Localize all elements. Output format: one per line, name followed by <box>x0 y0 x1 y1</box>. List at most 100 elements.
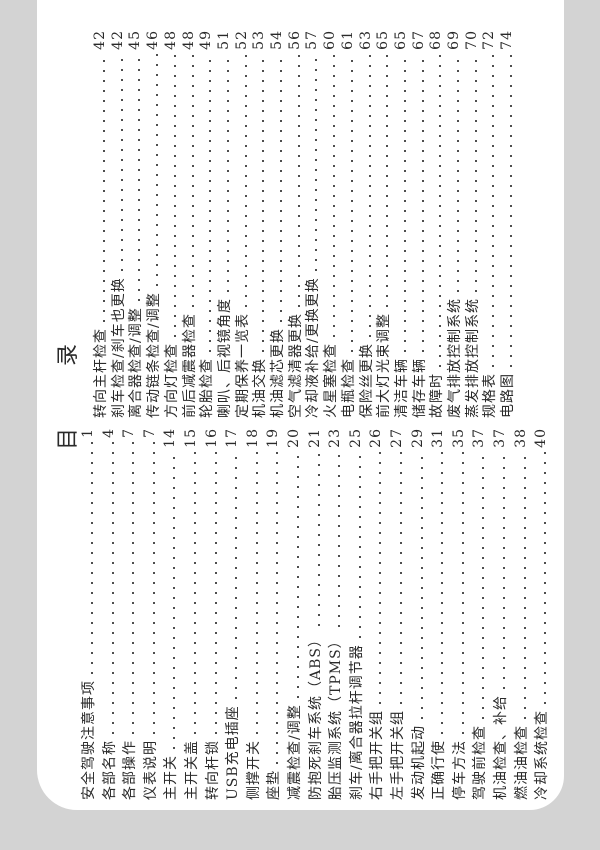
dot-leader <box>254 449 259 738</box>
dot-leader <box>460 449 465 738</box>
dot-leader <box>102 51 106 326</box>
toc-entry-label: 冷却系统检查 <box>534 710 551 800</box>
toc-entry[interactable]: 安全驾驶注意事项 1 <box>79 428 97 800</box>
toc-entry[interactable]: 发动机起动 29 <box>409 428 427 800</box>
dot-leader <box>279 51 283 326</box>
toc-entry-page: 60 <box>322 30 339 50</box>
toc-entry[interactable]: 仪表说明 7 <box>141 428 159 800</box>
toc-entry[interactable]: 保险丝更换 63 <box>357 30 375 418</box>
toc-entry[interactable]: 停车方法 35 <box>450 428 468 800</box>
dot-leader <box>296 51 301 311</box>
toc-entry[interactable]: 驾驶前检查 37 <box>470 428 488 800</box>
toc-entry-label: 正确行使 <box>431 740 448 800</box>
toc-entry-label: 电路图 <box>500 373 517 418</box>
dot-leader <box>491 51 496 371</box>
toc-entry-label: 刹车/离合器拉杆调节器 <box>348 644 365 800</box>
toc-entry[interactable]: 右手把开关组 26 <box>367 428 385 800</box>
toc-entry[interactable]: 冷却系统检查 40 <box>532 428 550 800</box>
toc-entry[interactable]: 喇叭、后视镜角度 51 <box>215 30 233 418</box>
toc-entry[interactable]: 胎压监测系统（TPMS） 23 <box>326 428 344 800</box>
page-title: 目录 <box>56 281 81 450</box>
toc-entry[interactable]: 传动链条检查/调整 46 <box>144 30 162 418</box>
toc-entry-page: 70 <box>463 30 480 50</box>
toc-entry-label: 停车方法 <box>451 740 468 800</box>
toc-entry[interactable]: 机油检查、补给 37 <box>491 428 509 800</box>
toc-entry-page: 48 <box>162 30 179 50</box>
toc-entry-label: 各部操作 <box>122 740 139 800</box>
dot-leader <box>502 449 506 693</box>
toc-entry-page: 35 <box>450 428 467 448</box>
toc-entry[interactable]: 燃油油检查 38 <box>512 428 530 800</box>
toc-entry[interactable]: 侧撑开关 18 <box>244 428 262 800</box>
toc-entry[interactable]: 定期保养一览表 52 <box>233 30 251 418</box>
toc-entry[interactable]: 正确行使 31 <box>429 428 447 800</box>
dot-leader <box>438 51 443 371</box>
toc-entry-page: 42 <box>92 30 108 50</box>
toc-entry[interactable]: USB充电插座 17 <box>223 428 241 800</box>
toc-entry-page: 23 <box>327 428 344 448</box>
toc-entry[interactable]: 离合器检查/调整 45 <box>126 30 144 418</box>
dot-leader <box>261 51 266 356</box>
toc-entry[interactable]: 机油滤芯更换 54 <box>268 30 286 418</box>
dot-leader <box>243 51 248 311</box>
toc-entry[interactable]: 机油交换 53 <box>250 30 268 418</box>
toc-entry-page: 37 <box>492 428 508 448</box>
toc-entry[interactable]: 防抱死刹车系统（ABS） 21 <box>306 428 324 800</box>
dot-leader <box>420 51 425 356</box>
toc-entry-page: 72 <box>481 30 498 50</box>
toc-entry[interactable]: 刹车/离合器拉杆调节器 25 <box>347 428 365 800</box>
toc-entry-page: 29 <box>409 428 426 448</box>
toc-entry[interactable]: 前大灯光束调整 65 <box>374 30 392 418</box>
toc-entry[interactable]: 火星塞检查 60 <box>321 30 339 418</box>
toc-entry[interactable]: 方向灯检查 48 <box>162 30 180 418</box>
toc-entry[interactable]: 故障时 68 <box>427 30 445 418</box>
toc-entry[interactable]: 冷却液补给/更换更换 57 <box>303 30 321 418</box>
toc-entry-page: 19 <box>265 428 282 448</box>
toc-entry[interactable]: 转向主杆检查 42 <box>91 30 109 418</box>
dot-leader <box>385 51 390 311</box>
toc-entry-label: 主开关 <box>163 755 180 800</box>
toc-entry[interactable]: 电瓶检查 61 <box>339 30 357 418</box>
dot-leader <box>522 449 527 723</box>
toc-entry-page: 51 <box>215 30 232 50</box>
dot-leader <box>314 51 319 276</box>
toc-entry[interactable]: 清洁车辆 65 <box>392 30 410 418</box>
toc-entry-page: 45 <box>127 30 144 50</box>
toc-entry[interactable]: 各部操作 7 <box>120 428 138 800</box>
toc-entry[interactable]: 刹车检查/刹车也更换 42 <box>109 30 127 418</box>
toc-entry-page: 31 <box>430 428 447 448</box>
dot-leader <box>349 51 354 356</box>
toc-entry-page: 46 <box>145 30 162 50</box>
toc-entry-page: 61 <box>339 30 356 50</box>
toc-entry[interactable]: 主开关盖 15 <box>182 428 200 800</box>
toc-entry[interactable]: 蒸发排放控制系统 70 <box>463 30 481 418</box>
dot-leader <box>225 51 230 296</box>
dot-leader <box>190 51 195 311</box>
toc-entry-page: 20 <box>286 428 302 448</box>
toc-entry[interactable]: 规格表 72 <box>480 30 498 418</box>
dot-leader <box>208 51 213 356</box>
toc-entry-page: 21 <box>306 428 323 448</box>
toc-entry[interactable]: 空气滤清器更换 56 <box>286 30 304 418</box>
toc-entry[interactable]: 各部名称 4 <box>100 428 118 800</box>
toc-entry[interactable]: 主开关 14 <box>161 428 179 800</box>
toc-entry[interactable]: 前后减震器检查 48 <box>180 30 198 418</box>
dot-leader <box>440 449 445 738</box>
toc-entry[interactable]: 轮胎检查 49 <box>197 30 215 418</box>
dot-leader <box>172 449 177 753</box>
toc-entry[interactable]: 储存车辆 67 <box>410 30 428 418</box>
toc-entry-page: 17 <box>224 428 241 448</box>
toc-entry[interactable]: 废气排放控制系统 69 <box>445 30 463 418</box>
dot-leader <box>419 449 424 723</box>
toc-entry[interactable]: 减震检查/调整 20 <box>285 428 303 800</box>
toc-entry[interactable]: 左手把开关组 27 <box>388 428 406 800</box>
toc-entry[interactable]: 转向杆锁 16 <box>203 428 221 800</box>
dot-leader <box>296 449 300 703</box>
toc-entry-page: 16 <box>203 428 220 448</box>
dot-leader <box>402 51 407 356</box>
toc-entry-label: 右手把开关组 <box>369 710 386 800</box>
toc-entry-label: 安全驾驶注意事项 <box>81 680 97 800</box>
toc-entry[interactable]: 电路图 74 <box>498 30 516 418</box>
toc-entry[interactable]: 座垫 19 <box>264 428 282 800</box>
